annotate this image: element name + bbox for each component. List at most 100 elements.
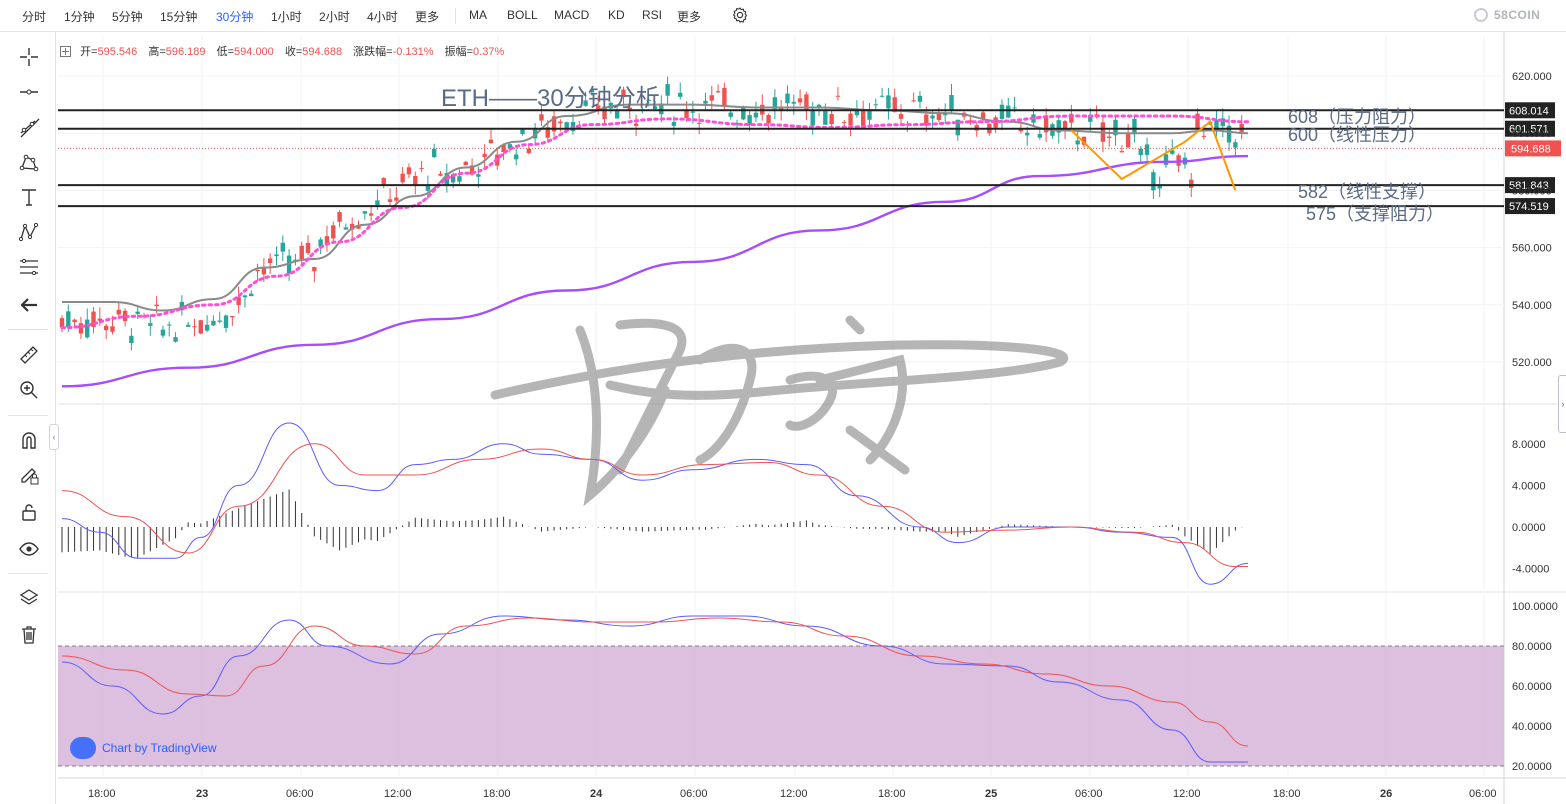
candle <box>261 258 267 282</box>
candle-body <box>305 242 311 254</box>
crosshair-icon[interactable] <box>14 42 44 72</box>
candle-body <box>476 174 481 177</box>
kd-tick-label: 80.0000 <box>1512 641 1552 653</box>
interval-6[interactable]: 1小时 <box>271 10 302 24</box>
time-tick-label: 18:00 <box>88 788 116 800</box>
layers-icon[interactable] <box>14 583 44 613</box>
candle-body <box>463 161 468 166</box>
lock-pencil-icon[interactable] <box>14 460 44 490</box>
candle-body <box>955 119 961 136</box>
gear-icon[interactable] <box>731 6 749 24</box>
candle <box>1006 97 1011 119</box>
signature-stroke <box>815 315 910 475</box>
indicator-ma[interactable]: MA <box>469 8 487 22</box>
collapse-toolbar-button[interactable]: ‹ <box>49 424 59 450</box>
expand-legend-icon[interactable] <box>60 46 71 57</box>
interval-3[interactable]: 5分钟 <box>112 10 143 24</box>
fib-icon[interactable] <box>14 252 44 282</box>
candle-body <box>791 101 796 104</box>
price-scale-handle[interactable]: › <box>1558 375 1566 433</box>
candle-body <box>633 123 639 126</box>
candle-body <box>185 324 191 327</box>
amp-label: 振幅= <box>444 46 474 58</box>
interval-7[interactable]: 2小时 <box>319 10 350 24</box>
candle-body <box>1107 136 1112 138</box>
candle-body <box>324 236 330 245</box>
zoom-in-icon[interactable] <box>14 375 44 405</box>
interval-4[interactable]: 15分钟 <box>160 10 198 24</box>
support-575-annotation: 575（支撑阻力） <box>1306 204 1444 224</box>
candle <box>324 225 330 252</box>
candle <box>1239 115 1244 140</box>
candle-body <box>236 297 241 306</box>
candle <box>747 111 752 131</box>
price-tick-label: 560.000 <box>1512 243 1552 255</box>
candle <box>589 86 595 96</box>
kd-tick-label: 100.0000 <box>1512 601 1558 613</box>
tradingview-badge[interactable]: Chart by TradingView <box>70 737 217 759</box>
back-arrow-icon[interactable] <box>14 290 44 320</box>
candle <box>91 306 96 334</box>
candle-body <box>596 105 601 110</box>
candle <box>438 171 443 177</box>
macd-dea-line <box>61 443 1248 568</box>
high-value: 596.189 <box>165 46 206 58</box>
indicator-rsi[interactable]: RSI <box>642 8 663 22</box>
support-582-annotation: 582（线性支撑） <box>1298 182 1436 202</box>
candle-body <box>614 109 620 119</box>
horizontal-line-icon[interactable] <box>14 77 44 107</box>
ma-mid-line <box>62 103 1249 312</box>
level-price-tag <box>1505 120 1555 137</box>
candle <box>1037 128 1043 140</box>
candle-body <box>501 144 506 153</box>
candle <box>173 332 178 343</box>
trash-icon[interactable] <box>14 619 44 649</box>
candle <box>753 101 759 123</box>
candle-body <box>898 114 904 119</box>
candle-body <box>1226 125 1232 143</box>
eye-icon[interactable] <box>14 534 44 564</box>
low-value: 594.000 <box>234 46 274 58</box>
unlock-icon[interactable] <box>14 497 44 527</box>
ruler-icon[interactable] <box>14 340 44 370</box>
indicator-macd[interactable]: MACD <box>554 8 590 22</box>
candle <box>78 316 84 340</box>
candle <box>249 290 254 297</box>
candle <box>703 92 708 110</box>
level-price-tag <box>1505 198 1555 215</box>
candle <box>413 171 418 195</box>
candle <box>955 119 961 141</box>
indicator-kd[interactable]: KD <box>608 8 625 22</box>
interval-1[interactable]: 分时 <box>22 10 47 24</box>
candle <box>148 314 153 336</box>
text-icon[interactable] <box>14 182 44 212</box>
candle-body <box>432 148 437 158</box>
candle <box>949 83 954 114</box>
candle-body <box>267 258 273 264</box>
zigzag-icon[interactable] <box>14 217 44 247</box>
trend-line-icon[interactable] <box>14 112 44 142</box>
candle-body <box>1113 119 1118 136</box>
indicator-boll[interactable]: BOLL <box>507 8 538 22</box>
pattern-icon[interactable] <box>14 147 44 177</box>
candle-body <box>507 144 513 149</box>
candle <box>293 253 298 266</box>
candle-body <box>394 197 399 201</box>
candle-body <box>413 176 418 185</box>
candle-body <box>646 99 651 101</box>
candle <box>192 318 197 337</box>
interval-2[interactable]: 1分钟 <box>64 10 95 24</box>
interval-8[interactable]: 4小时 <box>367 10 398 24</box>
time-tick-label: 18:00 <box>483 788 511 800</box>
indicator-more[interactable]: 更多 <box>677 10 702 24</box>
candle <box>1075 130 1080 152</box>
candle-body <box>419 167 424 169</box>
interval-more[interactable]: 更多 <box>415 10 440 24</box>
interval-5[interactable]: 30分钟 <box>216 10 254 24</box>
candle-body <box>299 245 304 260</box>
candle-body <box>457 176 462 182</box>
magnet-icon[interactable] <box>14 425 44 455</box>
brand-logo-icon <box>1474 8 1488 22</box>
candle-body <box>59 318 65 328</box>
